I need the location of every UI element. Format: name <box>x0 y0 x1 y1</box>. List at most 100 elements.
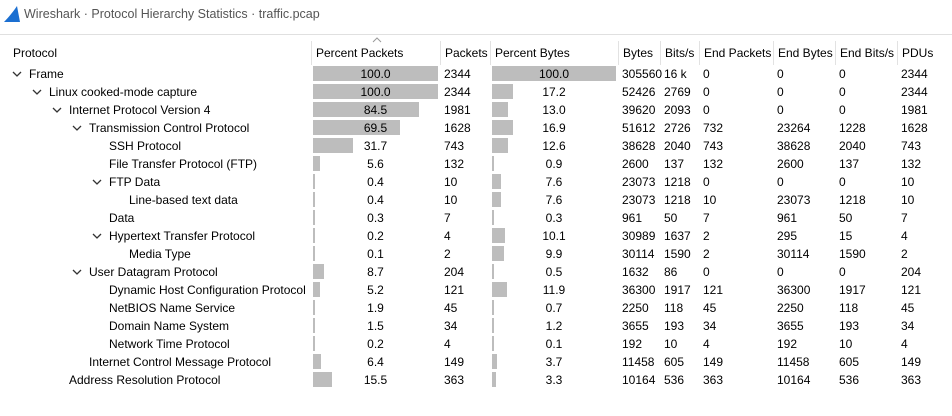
protocol-name[interactable]: Hypertext Transfer Protocol <box>109 229 256 243</box>
cell-value: 1218 <box>664 193 691 207</box>
protocol-name[interactable]: Address Resolution Protocol <box>69 373 221 387</box>
column-header[interactable]: End Packets <box>704 46 772 60</box>
percent-value: 0.5 <box>545 265 563 279</box>
cell-value: 132 <box>703 157 724 171</box>
cell-value: 1228 <box>839 121 866 135</box>
protocol-name[interactable]: Media Type <box>129 247 191 261</box>
percent-value: 10.1 <box>542 229 566 243</box>
cell-value: 10 <box>901 175 915 189</box>
percent-bar <box>313 174 315 189</box>
cell-value: 4 <box>444 229 451 243</box>
cell-value: 204 <box>444 265 465 279</box>
percent-value: 0.2 <box>367 229 384 243</box>
percent-bar <box>313 336 315 351</box>
cell-value: 23073 <box>622 175 656 189</box>
protocol-name[interactable]: Domain Name System <box>109 319 230 333</box>
percent-value: 17.2 <box>542 85 566 99</box>
percent-bar <box>492 372 497 387</box>
percent-value: 69.5 <box>363 121 388 135</box>
percent-bar <box>492 264 494 279</box>
percent-bar <box>492 102 509 117</box>
cell-value: 10 <box>664 337 678 351</box>
cell-value: 39620 <box>622 103 656 117</box>
cell-value: 23264 <box>777 121 811 135</box>
column-header[interactable]: Percent Bytes <box>495 46 570 60</box>
cell-value: 743 <box>444 139 465 153</box>
expand-arrow[interactable] <box>12 69 22 79</box>
cell-value: 1218 <box>839 193 866 207</box>
column-separator <box>311 41 312 65</box>
column-header[interactable]: PDUs <box>902 46 934 60</box>
protocol-name[interactable]: Frame <box>29 67 64 81</box>
cell-value: 2250 <box>777 301 804 315</box>
cell-value: 10 <box>839 337 853 351</box>
percent-value: 1.5 <box>367 319 384 333</box>
cell-value: 1218 <box>664 175 691 189</box>
protocol-name[interactable]: User Datagram Protocol <box>89 265 218 279</box>
column-header[interactable]: Percent Packets <box>316 46 404 60</box>
cell-value: 0 <box>703 265 710 279</box>
cell-value: 137 <box>664 157 685 171</box>
cell-value: 363 <box>703 373 724 387</box>
column-header[interactable]: Protocol <box>13 46 58 60</box>
column-header[interactable]: Packets <box>445 46 488 60</box>
percent-bar <box>492 66 616 81</box>
protocol-name[interactable]: Line-based text data <box>129 193 238 207</box>
protocol-name[interactable]: Internet Control Message Protocol <box>89 355 272 369</box>
cell-value: 1637 <box>664 229 691 243</box>
protocol-name[interactable]: Dynamic Host Configuration Protocol <box>109 283 306 297</box>
cell-value: 10 <box>444 175 458 189</box>
column-header[interactable]: Bits/s <box>665 46 695 60</box>
cell-value: 1917 <box>839 283 866 297</box>
column-header[interactable]: End Bits/s <box>840 46 895 60</box>
protocol-name[interactable]: Internet Protocol Version 4 <box>69 103 211 117</box>
expand-arrow[interactable] <box>92 231 102 241</box>
cell-value: 1628 <box>901 121 928 135</box>
cell-value: 4 <box>901 337 908 351</box>
percent-value: 0.3 <box>367 211 384 225</box>
protocol-name[interactable]: SSH Protocol <box>109 139 182 153</box>
cell-value: 50 <box>839 211 853 225</box>
expand-arrow[interactable] <box>72 267 82 277</box>
cell-value: 2093 <box>664 103 691 117</box>
percent-bar <box>492 138 508 153</box>
protocol-name[interactable]: Data <box>109 211 135 225</box>
cell-value: 1981 <box>901 103 928 117</box>
cell-value: 0 <box>839 85 846 99</box>
protocol-name[interactable]: Network Time Protocol <box>109 337 230 351</box>
protocol-name[interactable]: Linux cooked-mode capture <box>49 85 198 99</box>
cell-value: 2344 <box>901 85 928 99</box>
protocol-name[interactable]: Transmission Control Protocol <box>89 121 250 135</box>
expand-arrow[interactable] <box>52 105 62 115</box>
column-header[interactable]: End Bytes <box>778 46 833 60</box>
cell-value: 961 <box>622 211 643 225</box>
protocol-name[interactable]: File Transfer Protocol (FTP) <box>109 157 258 171</box>
column-header[interactable]: Bytes <box>623 46 654 60</box>
cell-value: 137 <box>839 157 860 171</box>
protocol-name[interactable]: NetBIOS Name Service <box>109 301 236 315</box>
cell-value: 0 <box>777 175 784 189</box>
cell-value: 2344 <box>901 67 928 81</box>
cell-value: 193 <box>839 319 860 333</box>
cell-value: 0 <box>703 85 710 99</box>
expand-arrow[interactable] <box>72 123 82 133</box>
cell-value: 2600 <box>622 157 649 171</box>
expand-arrow[interactable] <box>92 177 102 187</box>
cell-value: 2344 <box>444 85 471 99</box>
cell-value: 15 <box>839 229 853 243</box>
cell-value: 0 <box>839 175 846 189</box>
cell-value: 743 <box>703 139 724 153</box>
cell-value: 961 <box>777 211 798 225</box>
cell-value: 204 <box>901 265 922 279</box>
expand-arrow[interactable] <box>32 87 42 97</box>
percent-bar <box>313 210 315 225</box>
cell-value: 132 <box>901 157 922 171</box>
cell-value: 2 <box>703 247 710 261</box>
protocol-name[interactable]: FTP Data <box>109 175 161 189</box>
percent-value: 6.4 <box>367 355 384 369</box>
percent-bar <box>313 192 315 207</box>
percent-bar <box>492 336 494 351</box>
percent-bar <box>492 282 507 297</box>
cell-value: 0 <box>839 67 846 81</box>
cell-value: 3655 <box>777 319 804 333</box>
